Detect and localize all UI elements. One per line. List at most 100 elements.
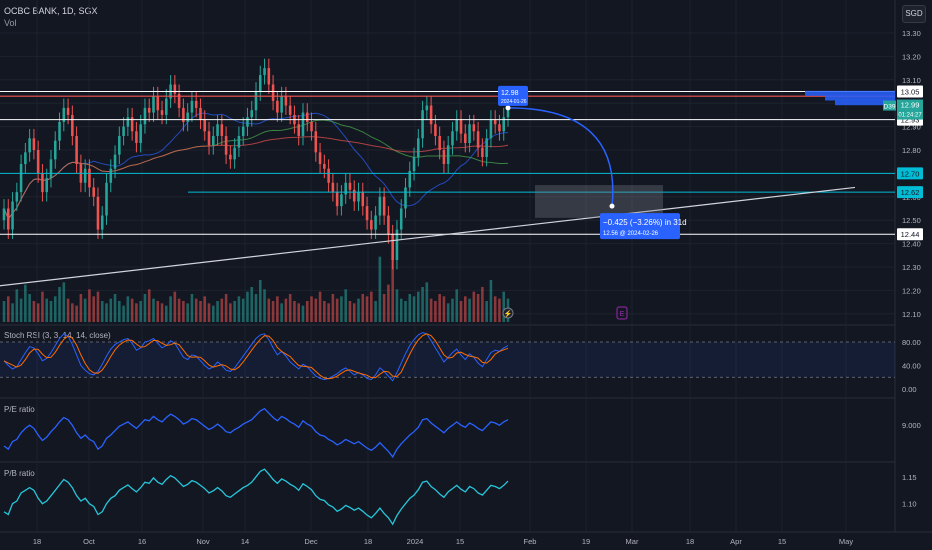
volume-bar xyxy=(199,301,202,322)
volume-bar xyxy=(118,301,121,322)
candle-body xyxy=(425,105,429,111)
candle-body xyxy=(357,192,360,202)
time-axis-tick: 15 xyxy=(778,537,786,546)
volume-bar xyxy=(122,305,125,322)
candle-body xyxy=(438,135,441,150)
candle-body xyxy=(182,107,185,122)
volume-bar xyxy=(92,296,95,322)
candle-body xyxy=(301,112,305,136)
volume-bar xyxy=(382,294,386,322)
stoch-rsi-line xyxy=(3,332,509,382)
volume-bar xyxy=(459,301,463,322)
volume-bar xyxy=(434,301,437,322)
volume-bar xyxy=(417,291,420,322)
volume-bar xyxy=(293,301,296,322)
stoch-axis-tick: 80.00 xyxy=(902,338,921,347)
volume-bar xyxy=(421,287,424,322)
lightning-icon: ⚡ xyxy=(504,309,513,318)
candle-body xyxy=(220,124,224,136)
volume-bar xyxy=(476,294,480,322)
candle-body xyxy=(109,168,113,183)
volume-bar xyxy=(352,303,356,322)
volume-bar xyxy=(105,303,108,322)
volume-bar xyxy=(310,296,313,322)
candle-body xyxy=(271,84,275,101)
candle-body xyxy=(451,131,454,146)
volume-bar xyxy=(374,301,377,322)
stoch-rsi-line xyxy=(3,333,509,380)
volume-bar xyxy=(502,291,506,322)
candle-body xyxy=(126,117,130,127)
volume-bar xyxy=(36,303,40,322)
volume-bar xyxy=(305,301,309,322)
volume-bar xyxy=(327,303,330,322)
volume-bar xyxy=(438,294,441,322)
candle-body xyxy=(331,182,335,193)
candle-body xyxy=(203,119,207,132)
volume-bar xyxy=(301,305,305,322)
candle-body xyxy=(32,138,36,150)
candle-body xyxy=(263,68,266,76)
candle-body xyxy=(498,124,501,132)
price-axis-tick: 12.50 xyxy=(902,216,921,225)
volume-bar xyxy=(233,301,236,322)
volume-bar xyxy=(11,303,14,322)
candle-body xyxy=(92,187,95,197)
volume-bar xyxy=(169,296,172,322)
projection-arc[interactable] xyxy=(507,107,614,207)
volume-bar xyxy=(186,303,189,322)
projection-end-text: 12.56 @ 2024-02-26 xyxy=(603,231,659,237)
volume-bar xyxy=(165,305,168,322)
pe-ratio-line xyxy=(3,407,509,459)
candle-body xyxy=(323,164,326,169)
volume-bar xyxy=(318,291,322,322)
volume-bar xyxy=(331,294,335,322)
trendline[interactable] xyxy=(0,186,856,287)
candle-body xyxy=(241,126,245,136)
candle-body xyxy=(276,100,279,113)
candle-body xyxy=(165,98,168,115)
earnings-marker-icon[interactable] xyxy=(616,306,628,320)
candle-body xyxy=(139,124,142,143)
currency-button[interactable]: SGD xyxy=(902,5,926,23)
volume-bar xyxy=(15,289,19,322)
volume-bar xyxy=(182,301,185,322)
dividend-marker-icon[interactable] xyxy=(502,307,514,319)
candle-body xyxy=(2,208,6,221)
candle-body xyxy=(489,119,493,139)
volume-bar xyxy=(395,289,399,322)
projection-start-price: 12.98 xyxy=(501,90,519,97)
volume-bar xyxy=(408,294,412,322)
candle-body xyxy=(429,105,433,125)
candle-body xyxy=(28,138,31,153)
symbol-title: OCBC BANK, 1D, SGX xyxy=(4,6,98,16)
candle-body xyxy=(135,131,138,143)
candle-body xyxy=(421,110,424,139)
candle-body xyxy=(143,107,147,125)
volume-bar xyxy=(177,298,181,322)
candle-body xyxy=(83,168,87,183)
time-axis-tick: 2024 xyxy=(407,537,424,546)
candle-body xyxy=(327,168,330,183)
candle-body xyxy=(62,107,66,122)
level-tag: 12.70 xyxy=(901,169,920,178)
candle-body xyxy=(212,135,215,146)
candle-body xyxy=(404,187,407,209)
volume-tag: D39 xyxy=(884,104,896,111)
volume-bar xyxy=(489,280,493,322)
volume-bar xyxy=(2,301,6,322)
stoch-rsi-label: Stoch RSI (3, 3, 14, 14, close) xyxy=(4,331,111,340)
current-price-tag-bg xyxy=(897,99,923,120)
price-axis-tick: 12.20 xyxy=(902,286,921,295)
projection-result-text: −0.425 (−3.26%) in 31d xyxy=(603,218,687,227)
volume-bar xyxy=(79,294,83,322)
candle-body xyxy=(233,147,236,160)
volume-bar xyxy=(481,287,484,322)
candle-body xyxy=(493,119,497,125)
volume-bar xyxy=(451,298,454,322)
candle-body xyxy=(258,75,262,92)
candle-body xyxy=(434,124,437,136)
time-axis-tick: Dec xyxy=(304,537,318,546)
moving-average-line xyxy=(3,136,509,221)
